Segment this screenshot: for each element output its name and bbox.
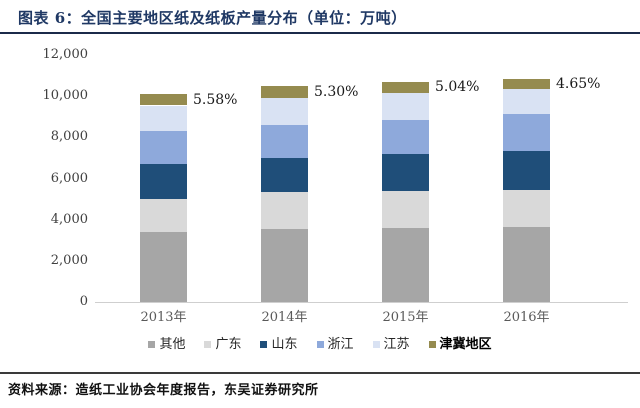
bar-segment-其他 (503, 227, 550, 302)
legend-label: 浙江 (327, 337, 354, 352)
bar-segment-山东 (140, 164, 187, 199)
bar-percent-label: 5.58% (193, 91, 238, 108)
title-divider (0, 32, 640, 34)
bar-segment-浙江 (382, 120, 429, 155)
x-axis-tick-label: 2013年 (140, 310, 187, 325)
legend-swatch (428, 341, 436, 348)
y-axis-tick-label: 0 (79, 294, 88, 309)
legend-label: 广东 (215, 337, 242, 352)
bar-segment-津冀地区 (140, 93, 187, 106)
y-axis-tick-label: 10,000 (42, 88, 89, 104)
bar-segment-山东 (503, 150, 550, 190)
bar-segment-浙江 (261, 125, 308, 158)
bar-segment-广东 (503, 189, 550, 228)
bar-segment-山东 (261, 157, 308, 193)
bar-segment-其他 (382, 228, 429, 302)
bar-segment-江苏 (261, 97, 308, 126)
y-axis-tick-label: 8,000 (50, 129, 88, 145)
source-note: 资料来源：造纸工业协会年度报告，东吴证券研究所 (8, 383, 319, 398)
legend-label: 津冀地区 (439, 337, 492, 352)
bar-percent-label: 5.04% (435, 79, 480, 96)
legend-item-江苏: 江苏 (372, 337, 410, 352)
bar-segment-津冀地区 (261, 86, 308, 98)
x-axis-line (95, 302, 628, 303)
x-axis-tick-label: 2016年 (503, 310, 550, 325)
bar-segment-广东 (140, 198, 187, 233)
y-axis-tick-label: 6,000 (50, 170, 88, 186)
bar-segment-山东 (382, 154, 429, 191)
bar-segment-其他 (140, 232, 187, 302)
y-axis-tick-label: 4,000 (50, 211, 88, 227)
legend-label: 江苏 (383, 337, 410, 352)
legend-swatch (260, 341, 268, 348)
legend-item-津冀地区: 津冀地区 (428, 337, 492, 352)
bar-segment-津冀地区 (382, 81, 429, 93)
bar-segment-广东 (382, 190, 429, 229)
legend-item-广东: 广东 (204, 337, 241, 352)
stacked-bar-chart: 0 2,000 4,000 6,000 8,000 10,000 12,000 5.58% 20… (0, 40, 640, 330)
legend-item-其他: 其他 (148, 337, 185, 352)
bar-percent-label: 5.30% (314, 84, 359, 101)
x-axis-tick-label: 2014年 (261, 310, 308, 325)
legend: 其他 广东 山东 浙江 江苏 津冀地区 (0, 337, 640, 352)
bar-segment-广东 (261, 192, 308, 230)
legend-swatch (316, 341, 324, 348)
legend-label: 山东 (271, 337, 298, 352)
x-axis-tick-label: 2015年 (382, 310, 429, 325)
bar-segment-江苏 (140, 105, 187, 131)
bar-segment-浙江 (503, 114, 550, 151)
legend-item-山东: 山东 (260, 337, 298, 352)
bar-segment-津冀地区 (503, 78, 550, 89)
bar-percent-label: 4.65% (556, 75, 601, 92)
bar-segment-江苏 (503, 88, 550, 115)
chart-title: 图表 6：全国主要地区纸及纸板产量分布（单位：万吨） (18, 9, 407, 27)
bar-segment-其他 (261, 229, 308, 302)
legend-label: 其他 (159, 337, 186, 352)
bar-segment-浙江 (140, 130, 187, 165)
legend-item-浙江: 浙江 (316, 337, 354, 352)
footer-divider (0, 372, 640, 374)
legend-swatch (372, 341, 380, 348)
bar-segment-江苏 (382, 92, 429, 121)
y-axis-tick-label: 12,000 (42, 47, 89, 62)
legend-swatch (204, 341, 212, 348)
legend-swatch (148, 341, 156, 348)
y-axis-tick-label: 2,000 (50, 252, 88, 268)
